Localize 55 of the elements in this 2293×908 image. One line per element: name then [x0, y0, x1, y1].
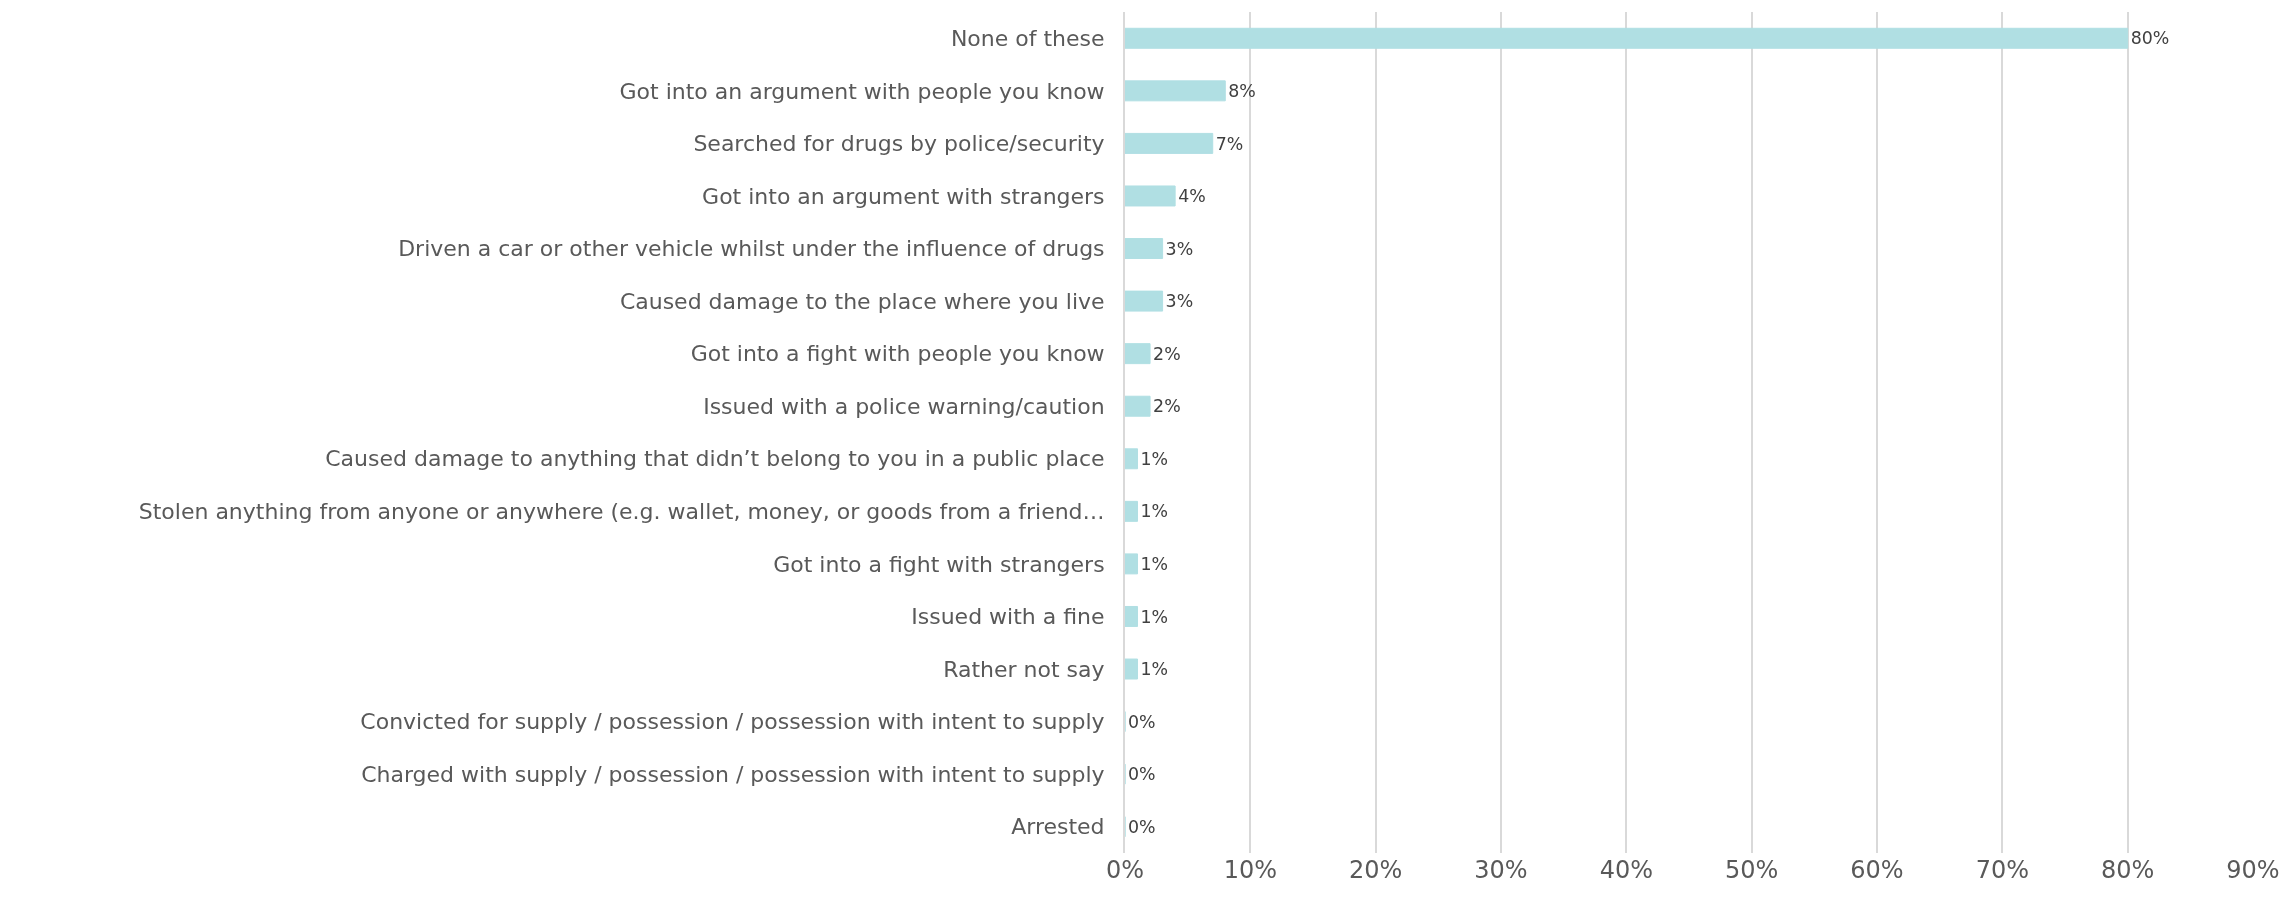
- data-label: 3%: [1165, 291, 1194, 312]
- y-tick-label: Got into an argument with people you know: [619, 78, 1105, 104]
- y-tick-label: Rather not say: [943, 656, 1105, 682]
- y-tick-label: Convicted for supply / possession / possession with intent to supply: [360, 709, 1105, 735]
- x-tick-label: 30%: [1474, 856, 1528, 884]
- x-tick-label: 40%: [1599, 856, 1653, 884]
- bar: [1125, 27, 2129, 49]
- y-tick-label: Got into a fight with strangers: [773, 551, 1105, 577]
- bar: [1125, 80, 1226, 102]
- x-tick-label: 20%: [1349, 856, 1403, 884]
- y-tick-label: Got into an argument with strangers: [702, 183, 1105, 209]
- data-label: 1%: [1140, 659, 1169, 680]
- bar: [1125, 553, 1139, 575]
- x-tick-label: 80%: [2101, 856, 2155, 884]
- data-label: 2%: [1153, 343, 1181, 364]
- bar: [1125, 185, 1176, 207]
- data-label: 0%: [1128, 711, 1156, 732]
- x-tick-label: 70%: [1975, 856, 2029, 884]
- bar: [1125, 395, 1151, 417]
- data-label: 8%: [1228, 80, 1256, 101]
- y-tick-label: Searched for drugs by police/security: [693, 131, 1105, 157]
- y-tick-label: Caused damage to anything that didn’t belong to you in a public place: [325, 446, 1105, 472]
- data-label: 3%: [1165, 238, 1194, 259]
- data-label: 7%: [1215, 133, 1244, 154]
- data-label: 80%: [2130, 28, 2170, 49]
- x-tick-label: 60%: [1850, 856, 1904, 884]
- data-label: 4%: [1178, 186, 1206, 207]
- x-tick-label: 90%: [2226, 856, 2280, 884]
- y-tick-label: Stolen anything from anyone or anywhere (e.g. wallet, money, or goods from a friend…: [138, 499, 1105, 525]
- y-tick-label: Issued with a fine: [911, 604, 1105, 630]
- y-tick-label: Arrested: [1011, 814, 1105, 840]
- x-tick-label: 0%: [1105, 856, 1145, 884]
- y-tick-label: Issued with a police warning/caution: [703, 393, 1105, 419]
- y-tick-label: Driven a car or other vehicle whilst under the influence of drugs: [398, 236, 1105, 262]
- data-label: 0%: [1128, 764, 1156, 785]
- bar: [1125, 658, 1139, 680]
- data-label: 2%: [1153, 396, 1181, 417]
- bar: [1125, 132, 1214, 154]
- bar: [1125, 343, 1151, 365]
- data-label: 1%: [1140, 606, 1169, 627]
- y-tick-label: None of these: [950, 25, 1105, 51]
- y-tick-label: Caused damage to the place where you live: [619, 288, 1105, 314]
- bar: [1125, 448, 1139, 470]
- bar: [1125, 238, 1164, 260]
- data-label: 1%: [1140, 501, 1169, 522]
- bar: [1125, 500, 1139, 522]
- y-tick-label: Got into a fight with people you know: [690, 341, 1105, 367]
- data-label: 1%: [1140, 554, 1169, 575]
- data-label: 1%: [1140, 448, 1169, 469]
- bar: [1125, 290, 1164, 312]
- bar: [1125, 605, 1139, 627]
- data-label: 0%: [1128, 816, 1156, 837]
- y-tick-label: Charged with supply / possession / possession with intent to supply: [361, 761, 1105, 787]
- x-tick-label: 50%: [1725, 856, 1779, 884]
- x-tick-label: 10%: [1223, 856, 1277, 884]
